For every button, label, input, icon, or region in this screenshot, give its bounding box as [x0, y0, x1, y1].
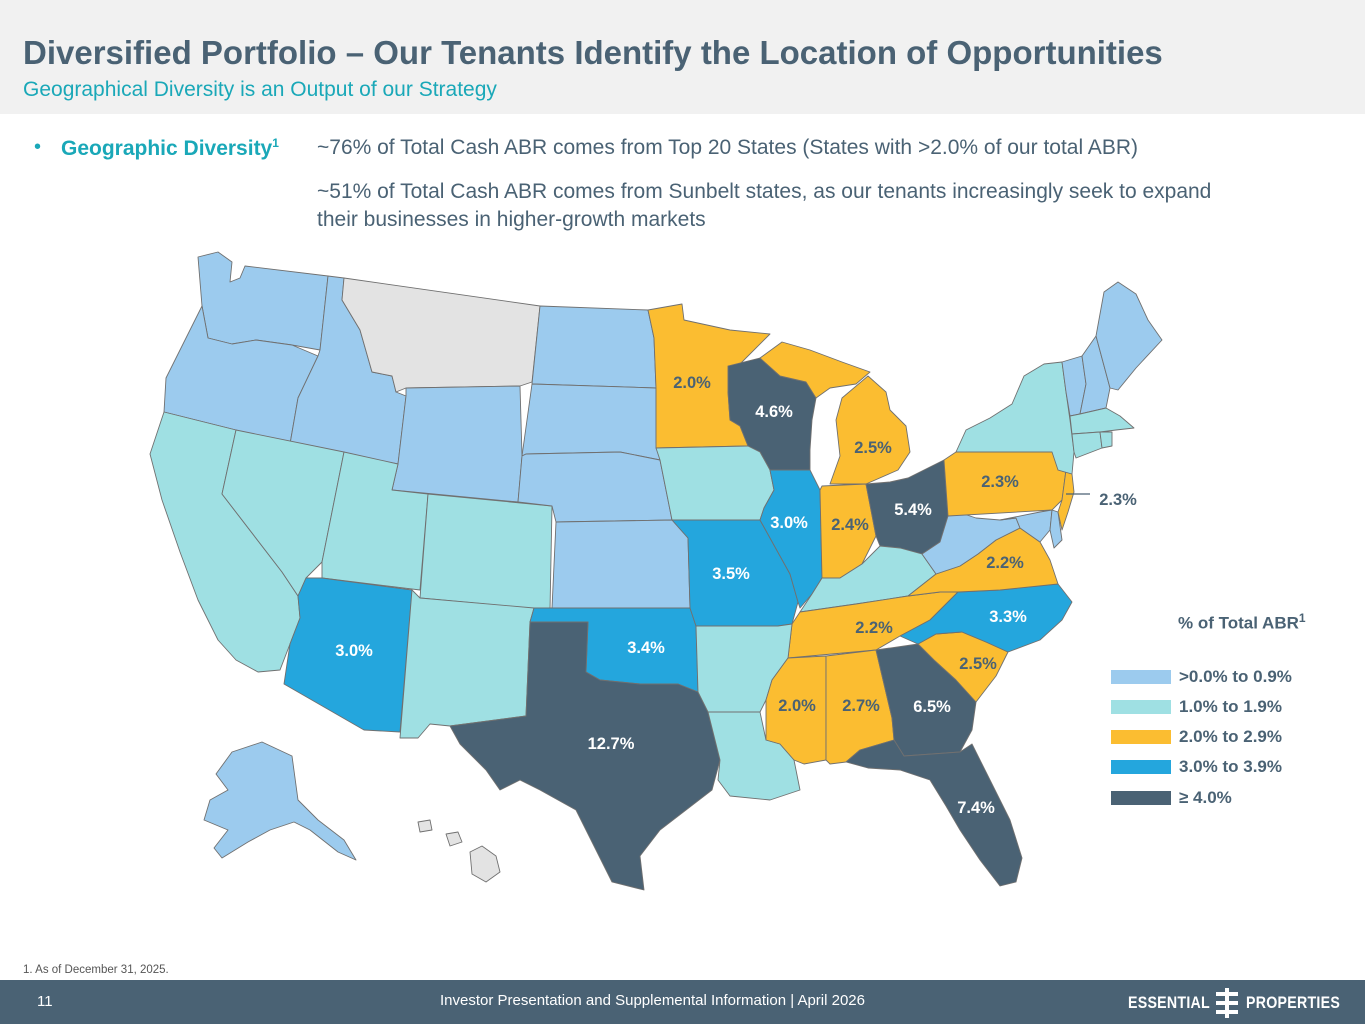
state-florida — [845, 739, 1023, 887]
state-north-dakota — [531, 305, 657, 389]
legend-label: ≥ 4.0% — [1179, 788, 1232, 807]
legend-item: 1.0% to 1.9% — [1111, 696, 1282, 718]
label-alabama: 2.7% — [842, 697, 880, 715]
state-michigan — [829, 375, 911, 485]
page-subtitle: Geographical Diversity is an Output of o… — [23, 78, 497, 101]
label-texas: 12.7% — [588, 735, 635, 753]
bullet-marker: • — [34, 136, 42, 158]
label-minnesota: 2.0% — [673, 374, 711, 392]
legend-item: 3.0% to 3.9% — [1111, 756, 1282, 778]
footer-text: Investor Presentation and Supplemental I… — [440, 992, 865, 1009]
legend-item: >0.0% to 0.9% — [1111, 666, 1292, 688]
label-south-carolina: 2.5% — [959, 655, 997, 673]
legend-title-text: % of Total ABR — [1178, 613, 1299, 633]
label-illinois: 3.0% — [770, 514, 808, 532]
state-hawaii-oahu — [417, 819, 433, 833]
label-north-carolina: 3.3% — [989, 608, 1027, 626]
legend-swatch — [1111, 760, 1171, 774]
legend-label: 3.0% to 3.9% — [1179, 757, 1282, 776]
label-indiana: 2.4% — [831, 516, 869, 534]
label-pennsylvania: 2.3% — [981, 473, 1019, 491]
logo-word-essential: ESSENTIAL — [1128, 993, 1210, 1012]
legend-label: 2.0% to 2.9% — [1179, 727, 1282, 746]
legend-swatch — [1111, 670, 1171, 684]
state-hawaii — [469, 845, 501, 883]
state-michigan-upper — [759, 341, 871, 399]
logo-mark-icon — [1216, 988, 1238, 1018]
state-hawaii-maui — [445, 831, 463, 847]
state-alaska — [203, 741, 357, 861]
state-rhode-island — [1099, 431, 1113, 449]
statement-sunbelt: ~51% of Total Cash ABR comes from Sunbel… — [317, 180, 1212, 231]
label-florida: 7.4% — [957, 799, 995, 817]
legend-item: ≥ 4.0% — [1111, 787, 1232, 809]
legend-swatch — [1111, 791, 1171, 805]
state-kansas — [551, 519, 691, 609]
state-delaware — [1049, 509, 1063, 549]
page-number: 11 — [37, 993, 53, 1010]
state-new-mexico — [399, 589, 535, 739]
label-virginia: 2.2% — [986, 554, 1024, 572]
company-logo: ESSENTIAL PROPERTIES — [1128, 988, 1350, 1018]
label-missouri: 3.5% — [712, 565, 750, 583]
us-map-svg: 12.7% 7.4% 6.5% 5.4% 4.6% 3.4% 3.5% 3.0%… — [149, 251, 1163, 891]
state-connecticut — [1071, 431, 1103, 459]
legend-swatch — [1111, 730, 1171, 744]
state-iowa — [655, 445, 775, 521]
label-ohio: 5.4% — [894, 501, 932, 519]
bullet-footnote-ref: 1 — [272, 136, 279, 150]
bullet-label: Geographic Diversity1 — [61, 136, 279, 161]
state-louisiana — [707, 711, 801, 801]
label-tennessee: 2.2% — [855, 619, 893, 637]
state-wyoming — [391, 385, 523, 503]
state-maryland — [999, 509, 1053, 543]
state-maine — [1095, 281, 1163, 391]
label-georgia: 6.5% — [913, 698, 951, 716]
footnote: 1. As of December 31, 2025. — [23, 964, 169, 976]
footer-bar: 11 Investor Presentation and Supplementa… — [0, 980, 1365, 1024]
state-colorado — [419, 493, 553, 611]
legend-label: >0.0% to 0.9% — [1179, 667, 1292, 686]
legend-item: 2.0% to 2.9% — [1111, 726, 1282, 748]
label-arizona: 3.0% — [335, 642, 373, 660]
us-map: 12.7% 7.4% 6.5% 5.4% 4.6% 3.4% 3.5% 3.0%… — [140, 245, 1180, 910]
label-michigan: 2.5% — [854, 439, 892, 457]
state-texas — [449, 621, 721, 891]
state-washington — [197, 251, 329, 351]
logo-word-properties: PROPERTIES — [1246, 993, 1341, 1012]
legend-label: 1.0% to 1.9% — [1179, 697, 1282, 716]
legend-title: % of Total ABR1 — [1178, 611, 1306, 634]
page-title: Diversified Portfolio – Our Tenants Iden… — [23, 34, 1163, 71]
state-south-dakota — [521, 383, 661, 461]
label-wisconsin: 4.6% — [755, 403, 793, 421]
legend-swatch — [1111, 700, 1171, 714]
label-mississippi: 2.0% — [778, 697, 816, 715]
legend-footnote-ref: 1 — [1298, 611, 1306, 625]
state-new-jersey — [1057, 469, 1075, 531]
header-bar: Diversified Portfolio – Our Tenants Iden… — [0, 0, 1365, 114]
bullet-label-text: Geographic Diversity — [61, 137, 273, 160]
label-new-jersey: 2.3% — [1099, 491, 1137, 509]
statement-top-20-states: ~76% of Total Cash ABR comes from Top 20… — [317, 136, 1138, 159]
label-oklahoma: 3.4% — [627, 639, 665, 657]
